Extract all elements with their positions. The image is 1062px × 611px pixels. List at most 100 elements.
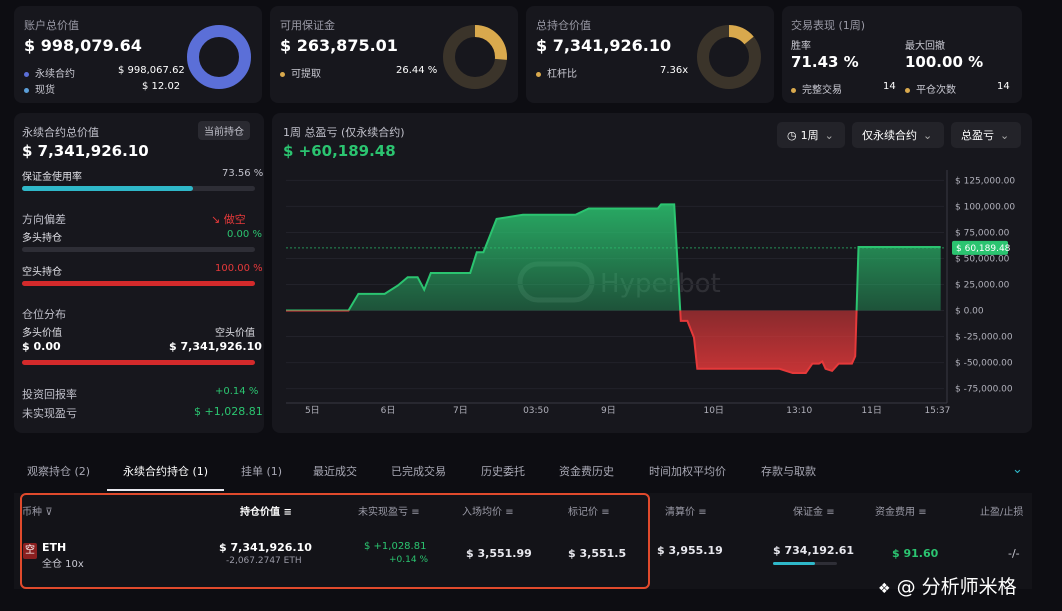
filter-icon[interactable]: ⊽ — [45, 507, 53, 518]
y-tick-label: $ 100,000.00 — [955, 202, 1015, 212]
x-tick-label: 6日 — [381, 405, 396, 416]
period-select[interactable]: ◷ 1周 ⌄ — [777, 122, 845, 148]
tab-twap[interactable]: 时间加权平均价 — [649, 465, 726, 478]
roi-label: 投资回报率 — [22, 388, 77, 401]
win-rate-label: 胜率 — [791, 41, 811, 52]
bullet-icon — [905, 87, 910, 93]
distribution-label: 仓位分布 — [22, 308, 66, 321]
roi-value: +0.14 % — [215, 386, 259, 397]
y-tick-label: $ 0.00 — [955, 307, 984, 317]
sort-icon[interactable]: ≡ — [601, 507, 610, 518]
tab-completed-trades[interactable]: 已完成交易 — [391, 465, 446, 478]
header-tp-sl[interactable]: 止盈/止损 — [980, 507, 1024, 518]
sort-icon[interactable]: ≡ — [283, 507, 292, 518]
clock-icon: ◷ — [787, 128, 797, 142]
x-tick-label: 15:37 — [924, 406, 950, 416]
row-unrealized-pnl: $ +1,028.81 — [364, 541, 427, 552]
spot-row: 现货 — [24, 81, 55, 96]
card-label: 账户总价值 — [24, 19, 79, 32]
chevron-down-icon: ⌄ — [923, 128, 933, 142]
account-value-card: 账户总价值 $ 998,079.64 永续合约 $ 998,067.62 现货 … — [14, 6, 262, 103]
tab-open-orders[interactable]: 挂单 (1) — [241, 465, 283, 478]
current-value-label: $ 60,189.48 — [956, 244, 1011, 254]
close-count-label: 平仓次数 — [905, 81, 956, 96]
header-unrealized-pnl[interactable]: 未实现盈亏 ≡ — [358, 507, 420, 518]
sort-icon[interactable]: ≡ — [826, 507, 835, 518]
x-tick-label: 5日 — [305, 405, 320, 416]
perp-row-value: $ 998,067.62 — [118, 65, 185, 76]
tab-order-history[interactable]: 历史委托 — [481, 465, 525, 478]
long-position-bar — [22, 247, 255, 252]
margin-bar — [773, 562, 837, 565]
margin-usage-value: 73.56 % — [222, 168, 264, 179]
metric-select[interactable]: 总盈亏 ⌄ — [951, 122, 1021, 148]
margin-bar-fill — [773, 562, 815, 565]
y-tick-label: $ 75,000.00 — [955, 228, 1010, 238]
scope-select[interactable]: 仅永续合约 ⌄ — [852, 122, 944, 148]
row-margin: $ 734,192.61 — [773, 544, 855, 557]
close-count-value: 14 — [997, 81, 1010, 92]
account-donut-chart — [187, 25, 251, 89]
header-entry-price[interactable]: 入场均价 ≡ — [462, 507, 514, 518]
header-position-value[interactable]: 持仓价值 ≡ — [240, 507, 292, 518]
unrealized-pnl-label: 未实现盈亏 — [22, 407, 77, 420]
long-position-value: 0.00 % — [227, 229, 262, 240]
sort-icon[interactable]: ≡ — [505, 507, 514, 518]
bullet-icon — [24, 71, 29, 77]
perp-summary-card: 永续合约总价值 当前持仓 $ 7,341,926.10 保证金使用率 73.56… — [14, 113, 264, 433]
sort-icon[interactable]: ≡ — [411, 507, 420, 518]
y-tick-label: $ -75,000.00 — [955, 385, 1013, 395]
card-label: 总持仓价值 — [536, 19, 591, 32]
position-size: -2,067.2747 ETH — [226, 556, 302, 566]
position-donut-chart — [697, 25, 761, 89]
chart-title: 1周 总盈亏 (仅永续合约) — [283, 126, 405, 139]
tab-perp-positions[interactable]: 永续合约持仓 (1) — [123, 465, 209, 478]
sort-icon[interactable]: ≡ — [918, 507, 927, 518]
margin-usage-bar — [22, 186, 255, 191]
donut-fill — [443, 25, 507, 89]
x-tick-label: 03:50 — [523, 406, 549, 416]
positive-area — [286, 204, 941, 311]
available-margin-value: $ 263,875.01 — [280, 36, 398, 55]
perp-total-value: $ 7,341,926.10 — [22, 142, 149, 160]
trend-down-icon: ↘ — [211, 213, 221, 226]
current-position-button[interactable]: 当前持仓 — [198, 121, 250, 140]
coin-name[interactable]: ETH — [42, 541, 67, 554]
unrealized-pnl-value: $ +1,028.81 — [194, 405, 263, 418]
margin-usage-fill — [22, 186, 194, 191]
x-tick-label: 11日 — [861, 405, 881, 416]
metric-select-label: 总盈亏 — [961, 129, 994, 142]
header-mark-price[interactable]: 标记价 ≡ — [568, 507, 610, 518]
leverage-row: 杠杆比 — [536, 65, 577, 80]
account-value: $ 998,079.64 — [24, 36, 142, 55]
tab-funding-history[interactable]: 资金费历史 — [559, 465, 614, 478]
margin-donut-chart — [443, 25, 507, 89]
y-tick-label: $ -50,000.00 — [955, 359, 1013, 369]
y-axis: $ 125,000.00 $ 100,000.00 $ 75,000.00 $ 50,… — [286, 170, 1015, 404]
available-margin-card: 可用保证金 $ 263,875.01 可提取 26.44 % — [270, 6, 518, 103]
header-funding[interactable]: 资金费用 ≡ — [875, 507, 927, 518]
short-side-badge: 空 — [23, 543, 37, 559]
row-unrealized-pnl-pct: +0.14 % — [389, 555, 428, 565]
tab-recent-fills[interactable]: 最近成交 — [313, 465, 357, 478]
chart-total-pnl: $ +60,189.48 — [283, 142, 396, 160]
header-coin[interactable]: 币种 ⊽ — [22, 507, 53, 518]
short-value: $ 7,341,926.10 — [169, 340, 262, 353]
entry-price: $ 3,551.99 — [466, 547, 532, 560]
tab-deposits-withdrawals[interactable]: 存款与取款 — [761, 465, 816, 478]
win-rate-value: 71.43 % — [791, 53, 859, 71]
short-position-bar — [22, 281, 255, 286]
withdrawable-row: 可提取 — [280, 65, 321, 80]
tab-watchlist[interactable]: 观察持仓 (2) — [27, 465, 91, 478]
short-position-label: 空头持仓 — [22, 267, 62, 278]
sort-icon[interactable]: ≡ — [698, 507, 707, 518]
chevron-down-icon: ⌄ — [1000, 128, 1010, 142]
bullet-icon — [24, 87, 29, 93]
header-liq-price[interactable]: 清算价 ≡ — [665, 507, 707, 518]
collapse-chevron-icon[interactable]: ⌄ — [1012, 462, 1023, 477]
header-margin[interactable]: 保证金 ≡ — [793, 507, 835, 518]
direction-bias-value: ↘ 做空 — [211, 213, 246, 226]
total-position-card: 总持仓价值 $ 7,341,926.10 杠杆比 7.36x — [526, 6, 774, 103]
tp-sl-value[interactable]: -/- — [1008, 547, 1020, 560]
max-drawdown-value: 100.00 % — [905, 53, 984, 71]
